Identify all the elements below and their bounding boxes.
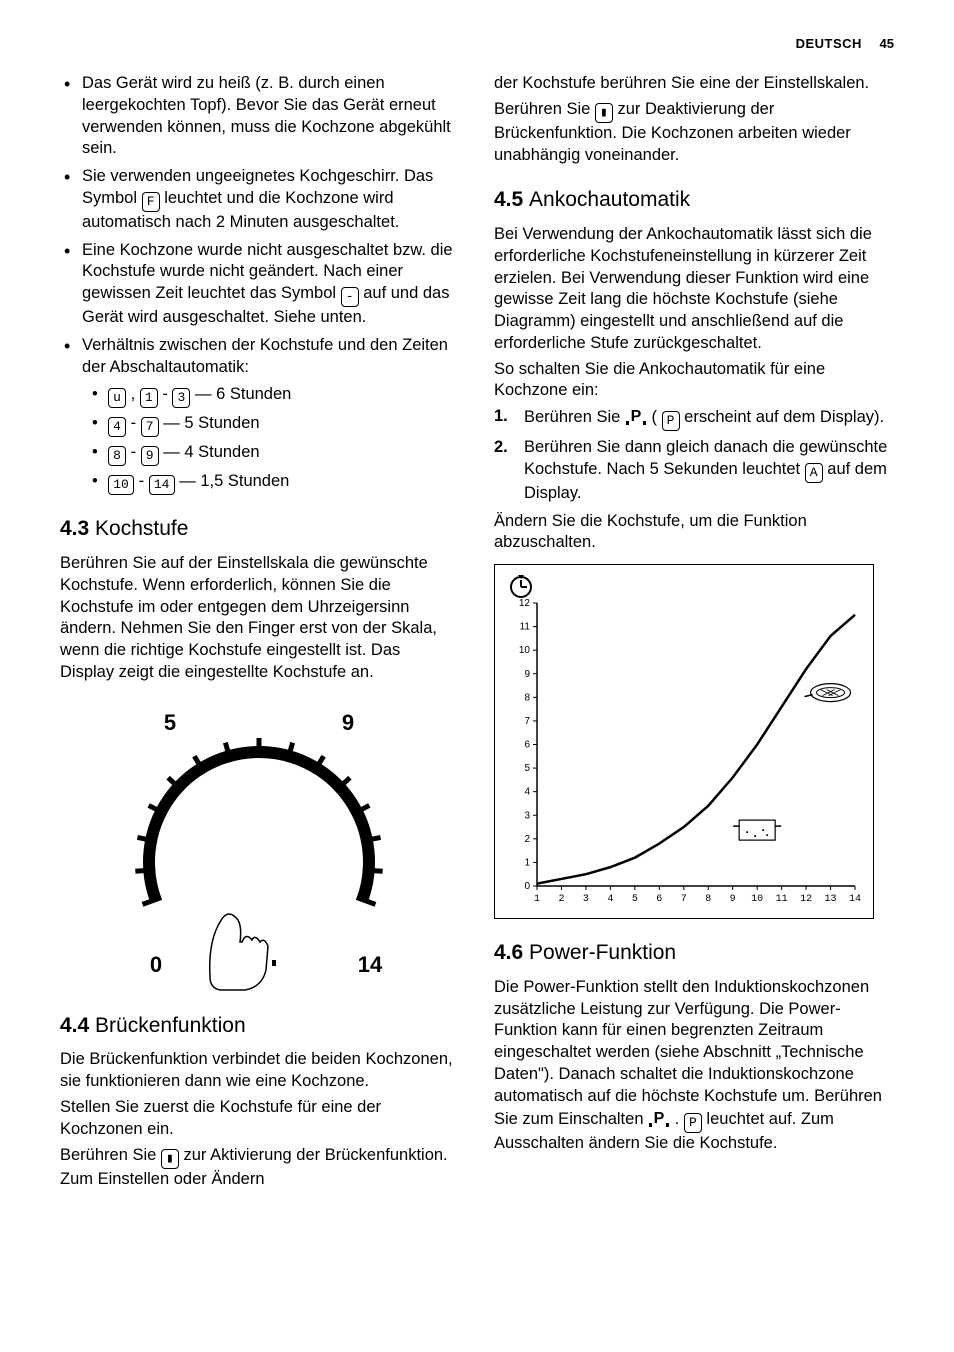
svg-text:0: 0 bbox=[150, 952, 162, 977]
bridge-icon: ▮ bbox=[595, 103, 613, 123]
svg-text:7: 7 bbox=[681, 894, 687, 905]
header-page: 45 bbox=[880, 36, 894, 51]
section-44-heading: 4.4 Brückenfunktion bbox=[60, 1012, 458, 1040]
svg-text:5: 5 bbox=[164, 710, 176, 735]
section-45-heading: 4.5 Ankochautomatik bbox=[494, 186, 892, 214]
right-column: der Kochstufe berühren Sie eine der Eins… bbox=[494, 73, 892, 1194]
symbol-p-icon: P bbox=[684, 1113, 702, 1133]
svg-text:P: P bbox=[654, 1110, 665, 1127]
svg-text:2: 2 bbox=[524, 834, 530, 845]
level-symbol-icon: 14 bbox=[149, 475, 175, 495]
svg-text:9: 9 bbox=[524, 669, 530, 680]
svg-text:8: 8 bbox=[705, 894, 711, 905]
section-46-body: Die Power-Funktion stellt den Induktions… bbox=[494, 977, 892, 1154]
svg-text:12: 12 bbox=[519, 598, 531, 609]
section-45-p3: Ändern Sie die Kochstufe, um die Funktio… bbox=[494, 511, 892, 555]
ankoch-chart: 01234567891011121234567891011121314 bbox=[494, 564, 874, 919]
level-symbol-icon: 1 bbox=[140, 388, 158, 408]
continuation-p2: Berühren Sie ▮ zur Deaktivierung der Brü… bbox=[494, 99, 892, 167]
svg-text:10: 10 bbox=[751, 894, 763, 905]
symbol-f-icon: F bbox=[142, 192, 160, 212]
svg-text:5: 5 bbox=[632, 894, 638, 905]
time-item: 4 - 7 — 5 Stunden bbox=[108, 413, 458, 437]
level-symbol-icon: 4 bbox=[108, 417, 126, 437]
svg-text:9: 9 bbox=[730, 894, 736, 905]
svg-text:11: 11 bbox=[520, 622, 531, 633]
section-44-p1: Die Brückenfunktion verbindet die beiden… bbox=[60, 1049, 458, 1093]
power-p-icon: P bbox=[648, 1108, 670, 1128]
svg-text:14: 14 bbox=[358, 952, 383, 977]
svg-text:6: 6 bbox=[656, 894, 662, 905]
svg-text:4: 4 bbox=[524, 787, 530, 798]
svg-text:6: 6 bbox=[524, 740, 530, 751]
svg-text:2: 2 bbox=[558, 894, 564, 905]
bullet-item: Das Gerät wird zu heiß (z. B. durch eine… bbox=[82, 73, 458, 160]
symbol-a-icon: A bbox=[805, 463, 823, 483]
svg-text:0: 0 bbox=[524, 881, 530, 892]
level-symbol-icon: 9 bbox=[141, 446, 159, 466]
svg-text:4: 4 bbox=[607, 894, 613, 905]
header-lang: DEUTSCH bbox=[796, 36, 862, 51]
svg-text:11: 11 bbox=[776, 894, 788, 905]
svg-text:8: 8 bbox=[524, 693, 530, 704]
shutoff-time-list: u , 1 - 3 — 6 Stunden 4 - 7 — 5 Stunden 8 … bbox=[82, 384, 458, 495]
time-item: 10 - 14 — 1,5 Stunden bbox=[108, 471, 458, 495]
warning-bullets: Das Gerät wird zu heiß (z. B. durch eine… bbox=[60, 73, 458, 495]
svg-text:14: 14 bbox=[849, 894, 861, 905]
svg-text:5: 5 bbox=[524, 763, 530, 774]
svg-text:3: 3 bbox=[583, 894, 589, 905]
content-columns: Das Gerät wird zu heiß (z. B. durch eine… bbox=[60, 73, 894, 1194]
svg-text:10: 10 bbox=[519, 645, 531, 656]
svg-text:7: 7 bbox=[524, 716, 530, 727]
svg-text:13: 13 bbox=[825, 894, 837, 905]
level-symbol-icon: 7 bbox=[141, 417, 159, 437]
dial-illustration: 59014P bbox=[60, 692, 458, 992]
section-45-p1: Bei Verwendung der Ankochautomatik lässt… bbox=[494, 224, 892, 355]
power-p-icon: P bbox=[625, 406, 647, 426]
step-1: 1. Berühren Sie P ( P erscheint auf dem … bbox=[524, 406, 892, 431]
section-45-p2: So schalten Sie die Ankochautomatik für … bbox=[494, 359, 892, 403]
left-column: Das Gerät wird zu heiß (z. B. durch eine… bbox=[60, 73, 458, 1194]
level-symbol-icon: 8 bbox=[108, 446, 126, 466]
bullet-item: Verhältnis zwischen der Kochstufe und de… bbox=[82, 335, 458, 496]
section-44-p2: Stellen Sie zuerst die Kochstufe für ein… bbox=[60, 1097, 458, 1141]
svg-text:1: 1 bbox=[524, 858, 530, 869]
page-header: DEUTSCH 45 bbox=[60, 36, 894, 51]
time-item: u , 1 - 3 — 6 Stunden bbox=[108, 384, 458, 408]
continuation-p1: der Kochstufe berühren Sie eine der Eins… bbox=[494, 73, 892, 95]
step-2: 2. Berühren Sie dann gleich danach die g… bbox=[524, 437, 892, 505]
symbol-p-icon: P bbox=[662, 411, 680, 431]
bullet-item: Sie verwenden ungeeignetes Kochgeschirr.… bbox=[82, 166, 458, 234]
time-item: 8 - 9 — 4 Stunden bbox=[108, 442, 458, 466]
svg-text:9: 9 bbox=[342, 710, 354, 735]
svg-text:P: P bbox=[631, 408, 642, 425]
section-43-body: Berühren Sie auf der Einstellskala die g… bbox=[60, 553, 458, 684]
svg-text:1: 1 bbox=[534, 894, 540, 905]
section-43-heading: 4.3 Kochstufe bbox=[60, 515, 458, 543]
bridge-icon: ▮ bbox=[161, 1149, 179, 1169]
section-44-p3: Berühren Sie ▮ zur Aktivierung der Brück… bbox=[60, 1145, 458, 1191]
level-symbol-icon: u bbox=[108, 388, 126, 408]
svg-text:12: 12 bbox=[800, 894, 812, 905]
svg-text:3: 3 bbox=[524, 810, 530, 821]
symbol-dash-icon: - bbox=[341, 287, 359, 307]
section-45-steps: 1. Berühren Sie P ( P erscheint auf dem … bbox=[494, 406, 892, 505]
level-symbol-icon: 10 bbox=[108, 475, 134, 495]
level-symbol-icon: 3 bbox=[172, 388, 190, 408]
section-46-heading: 4.6 Power-Funktion bbox=[494, 939, 892, 967]
bullet-item: Eine Kochzone wurde nicht ausgeschaltet … bbox=[82, 240, 458, 329]
